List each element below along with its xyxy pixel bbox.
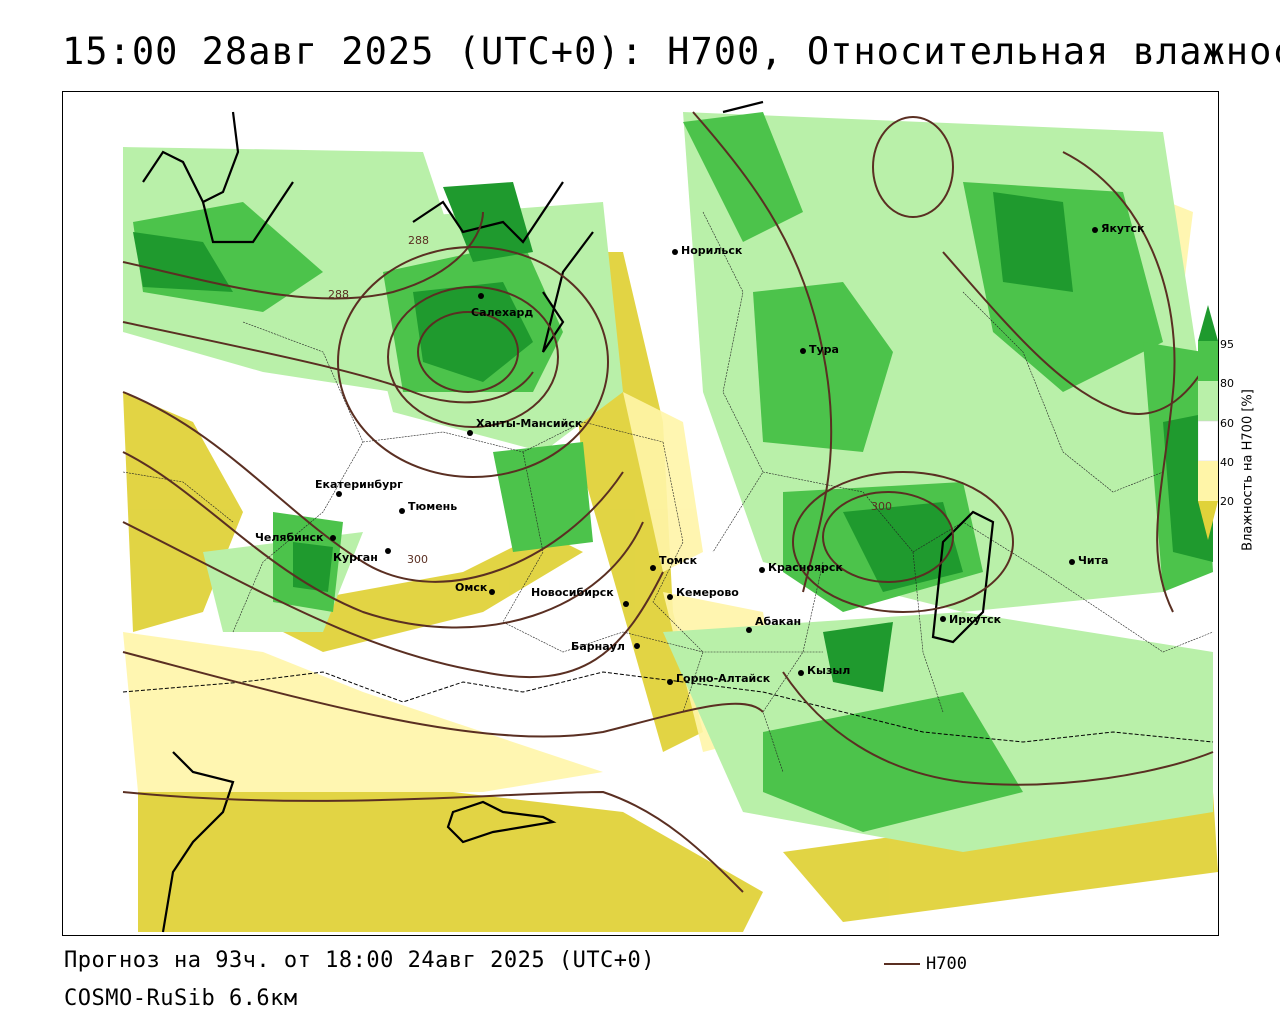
country-borders bbox=[122, 671, 1214, 743]
cities: Норильск Якутск Салехард Тура Ханты-Манс… bbox=[255, 222, 1145, 685]
city-label: Курган bbox=[333, 551, 378, 564]
city-label: Омск bbox=[455, 581, 488, 594]
humidity-map: 288 288 300 300 Норильск Якутск Салехард… bbox=[62, 91, 1219, 936]
city-label: Кызыл bbox=[807, 664, 850, 677]
model-name: COSMO-RuSib 6.6км bbox=[64, 986, 298, 1011]
legend-title-wrap: Влажность на H700 [%] bbox=[1241, 350, 1262, 590]
forecast-info: Прогноз на 93ч. от 18:00 24авг 2025 (UTC… bbox=[64, 948, 656, 973]
city-label: Тюмень bbox=[408, 500, 457, 513]
legend-tick: 80 bbox=[1220, 377, 1234, 390]
city-label: Норильск bbox=[681, 244, 743, 257]
legend-tick: 20 bbox=[1220, 495, 1234, 508]
contour-label: 288 bbox=[408, 234, 429, 247]
city-label: Тура bbox=[809, 343, 839, 356]
city-label: Челябинск bbox=[255, 531, 324, 544]
legend-swatch-40 bbox=[1198, 461, 1218, 501]
map-title: 15:00 28авг 2025 (UTC+0): H700, Относите… bbox=[62, 30, 1280, 73]
region-borders bbox=[122, 211, 1214, 773]
legend-swatch-50 bbox=[1198, 420, 1218, 462]
city-label: Томск bbox=[659, 554, 698, 567]
humidity-legend-bar bbox=[1198, 305, 1218, 540]
city-label: Новосибирск bbox=[531, 586, 614, 599]
city-label: Красноярск bbox=[768, 561, 843, 574]
legend-swatch-60 bbox=[1198, 381, 1218, 421]
city-label: Салехард bbox=[471, 306, 533, 319]
contour-labels: 288 288 300 300 bbox=[328, 234, 892, 566]
city-label: Ханты-Мансийск bbox=[476, 417, 583, 430]
legend-tick: 60 bbox=[1220, 417, 1234, 430]
contour-key-label: H700 bbox=[926, 954, 967, 974]
contour-key: H700 bbox=[884, 954, 967, 974]
contour-label: 300 bbox=[407, 553, 428, 566]
legend-swatch-80 bbox=[1198, 341, 1218, 381]
legend-tick: 40 bbox=[1220, 456, 1234, 469]
h700-contours bbox=[122, 111, 1214, 893]
city-label: Екатеринбург bbox=[315, 478, 403, 491]
legend-swatch-95 bbox=[1198, 305, 1218, 341]
contour-label: 300 bbox=[871, 500, 892, 513]
legend-ticks: 95 80 60 40 20 bbox=[1220, 338, 1234, 508]
legend-tick: 95 bbox=[1220, 338, 1234, 351]
city-label: Барнаул bbox=[571, 640, 625, 653]
legend-swatch-20 bbox=[1198, 501, 1218, 540]
contour-label: 288 bbox=[328, 288, 349, 301]
city-label: Иркутск bbox=[949, 613, 1002, 626]
contour-key-line bbox=[884, 963, 920, 965]
legend-title: Влажность на H700 [%] bbox=[1240, 389, 1256, 551]
city-label: Горно-Алтайск bbox=[676, 672, 771, 685]
coastlines bbox=[142, 100, 995, 933]
city-label: Чита bbox=[1078, 554, 1108, 567]
city-label: Абакан bbox=[755, 615, 801, 628]
city-label: Якутск bbox=[1101, 222, 1145, 235]
city-label: Кемерово bbox=[676, 586, 739, 599]
